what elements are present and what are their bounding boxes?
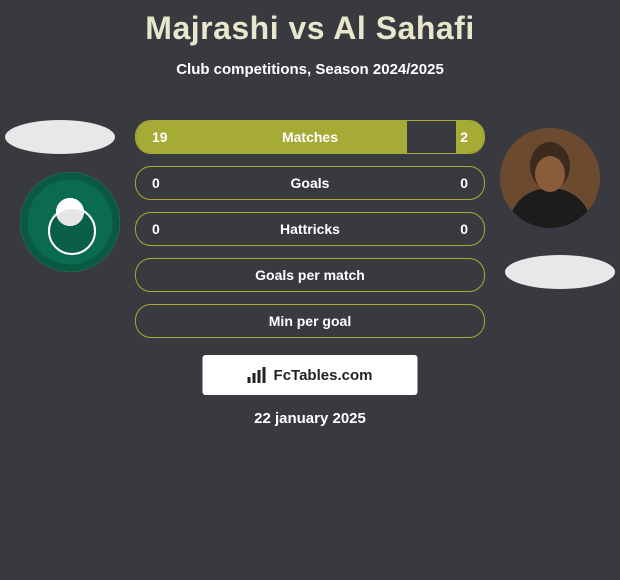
stat-value-left: 0 [152, 175, 160, 191]
left-player-name-pill [5, 120, 115, 154]
stat-value-left: 19 [152, 129, 168, 145]
stat-value-right: 2 [460, 129, 468, 145]
club-crest-icon [20, 172, 120, 272]
stat-fill-left [136, 121, 407, 153]
site-logo-text: FcTables.com [274, 367, 373, 384]
site-logo[interactable]: FcTables.com [203, 355, 418, 395]
stat-row-matches: 19 Matches 2 [135, 120, 485, 154]
stat-label: Hattricks [280, 221, 340, 237]
stat-label: Goals [291, 175, 330, 191]
right-player-avatar [500, 128, 600, 228]
stat-label: Matches [282, 129, 338, 145]
stat-row-hattricks: 0 Hattricks 0 [135, 212, 485, 246]
snapshot-date: 22 january 2025 [0, 410, 620, 427]
stat-value-right: 0 [460, 175, 468, 191]
stat-row-goals: 0 Goals 0 [135, 166, 485, 200]
bar-chart-icon [248, 367, 268, 383]
page-title: Majrashi vs Al Sahafi [0, 0, 620, 47]
stat-label: Min per goal [269, 313, 351, 329]
left-player-avatar [20, 172, 120, 272]
stat-value-right: 0 [460, 221, 468, 237]
page-subtitle: Club competitions, Season 2024/2025 [0, 61, 620, 78]
stat-row-goals-per-match: Goals per match [135, 258, 485, 292]
stat-label: Goals per match [255, 267, 365, 283]
player-photo-icon [500, 128, 600, 228]
right-player-name-pill [505, 255, 615, 289]
stat-row-min-per-goal: Min per goal [135, 304, 485, 338]
stat-value-left: 0 [152, 221, 160, 237]
stats-container: 19 Matches 2 0 Goals 0 0 Hattricks 0 Goa… [135, 120, 485, 350]
